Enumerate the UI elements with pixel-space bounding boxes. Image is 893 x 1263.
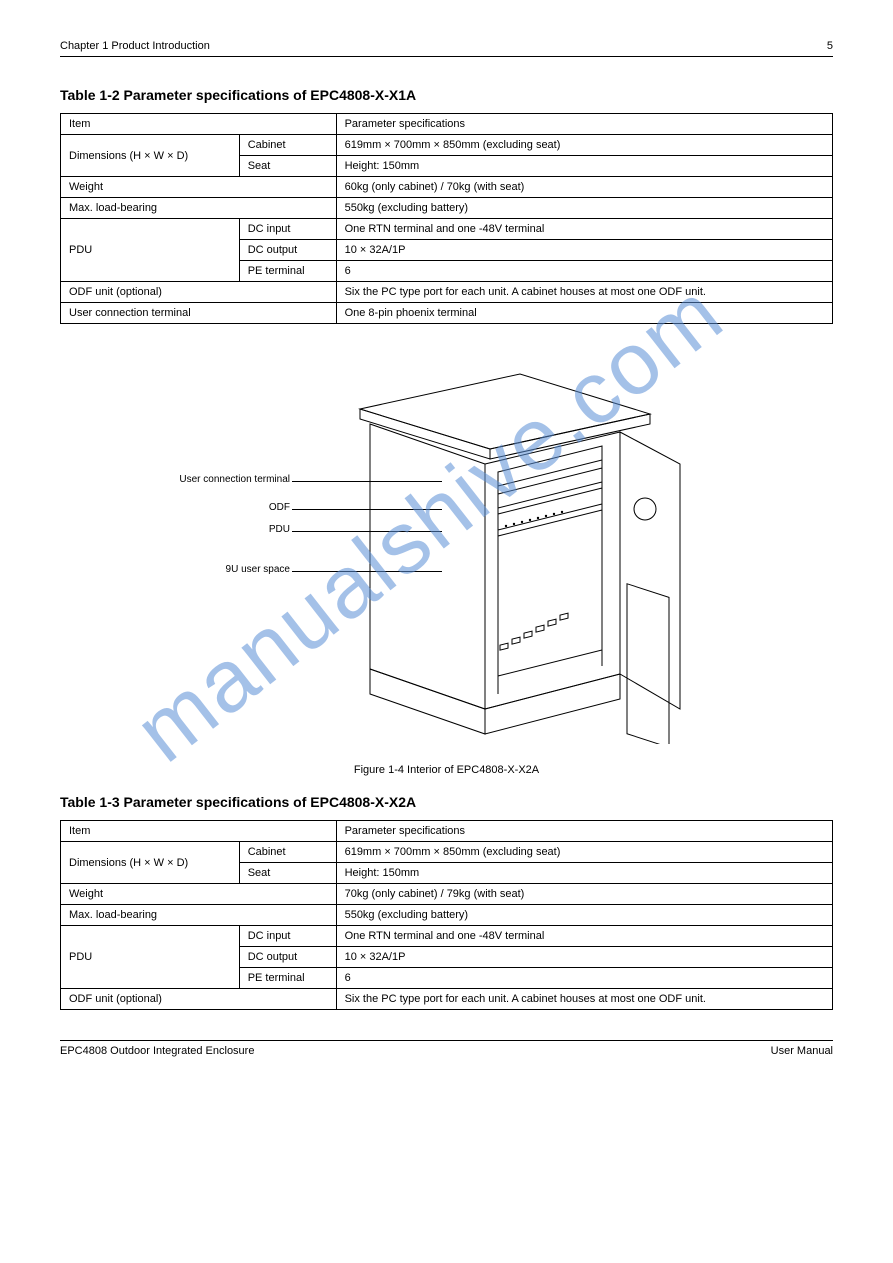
- figure-caption: Figure 1-4 Interior of EPC4808-X-X2A: [60, 764, 833, 776]
- cell: Parameter specifications: [336, 114, 832, 135]
- cell: Dimensions (H × W × D): [61, 842, 240, 884]
- page-footer: EPC4808 Outdoor Integrated Enclosure Use…: [60, 1041, 833, 1057]
- cell: 619mm × 700mm × 850mm (excluding seat): [336, 842, 832, 863]
- cabinet-diagram: [320, 354, 700, 744]
- callout-label: PDU: [140, 524, 290, 535]
- cell: DC input: [239, 219, 336, 240]
- cell: Weight: [61, 884, 337, 905]
- table-row: User connection terminal One 8-pin phoen…: [61, 303, 833, 324]
- figure-cabinet: User connection terminal ODF PDU 9U user…: [60, 354, 833, 754]
- table-row: Max. load-bearing 550kg (excluding batte…: [61, 905, 833, 926]
- table-row: Dimensions (H × W × D) Cabinet 619mm × 7…: [61, 842, 833, 863]
- table-row: Item Parameter specifications: [61, 821, 833, 842]
- cell: Six the PC type port for each unit. A ca…: [336, 989, 832, 1010]
- cell: ODF unit (optional): [61, 282, 337, 303]
- cell: 6: [336, 968, 832, 989]
- cell: PDU: [61, 926, 240, 989]
- table-row: Max. load-bearing 550kg (excluding batte…: [61, 198, 833, 219]
- cell: DC output: [239, 947, 336, 968]
- table-row: ODF unit (optional) Six the PC type port…: [61, 282, 833, 303]
- cell: 550kg (excluding battery): [336, 905, 832, 926]
- page-header: Chapter 1 Product Introduction 5: [60, 40, 833, 56]
- cell: One RTN terminal and one -48V terminal: [336, 219, 832, 240]
- footer-right: User Manual: [771, 1045, 833, 1057]
- header-left: Chapter 1 Product Introduction: [60, 40, 210, 52]
- table-row: Dimensions (H × W × D) Cabinet 619mm × 7…: [61, 135, 833, 156]
- cell: Item: [61, 114, 337, 135]
- spec-table-1: Item Parameter specifications Dimensions…: [60, 113, 833, 324]
- cell: Height: 150mm: [336, 156, 832, 177]
- cell: Max. load-bearing: [61, 198, 337, 219]
- cell: User connection terminal: [61, 303, 337, 324]
- cell: DC input: [239, 926, 336, 947]
- cell: Cabinet: [239, 842, 336, 863]
- cell: 60kg (only cabinet) / 70kg (with seat): [336, 177, 832, 198]
- cell: Parameter specifications: [336, 821, 832, 842]
- table-row: PDU DC input One RTN terminal and one -4…: [61, 926, 833, 947]
- cell: 10 × 32A/1P: [336, 240, 832, 261]
- cell: One 8-pin phoenix terminal: [336, 303, 832, 324]
- cell: DC output: [239, 240, 336, 261]
- cell: PDU: [61, 219, 240, 282]
- table-row: ODF unit (optional) Six the PC type port…: [61, 989, 833, 1010]
- header-right: 5: [827, 40, 833, 52]
- cell: Height: 150mm: [336, 863, 832, 884]
- cell: Seat: [239, 863, 336, 884]
- cell: 10 × 32A/1P: [336, 947, 832, 968]
- cell: Max. load-bearing: [61, 905, 337, 926]
- cell: Item: [61, 821, 337, 842]
- callout-label: 9U user space: [140, 564, 290, 575]
- cell: 6: [336, 261, 832, 282]
- cell: ODF unit (optional): [61, 989, 337, 1010]
- cell: Cabinet: [239, 135, 336, 156]
- cell: PE terminal: [239, 261, 336, 282]
- cell: Seat: [239, 156, 336, 177]
- cell: Dimensions (H × W × D): [61, 135, 240, 177]
- cell: Weight: [61, 177, 337, 198]
- table-row: PDU DC input One RTN terminal and one -4…: [61, 219, 833, 240]
- spec-table-2: Item Parameter specifications Dimensions…: [60, 820, 833, 1010]
- table-row: Weight 70kg (only cabinet) / 79kg (with …: [61, 884, 833, 905]
- cell: 550kg (excluding battery): [336, 198, 832, 219]
- cell: Six the PC type port for each unit. A ca…: [336, 282, 832, 303]
- callout-label: ODF: [140, 502, 290, 513]
- cell: 619mm × 700mm × 850mm (excluding seat): [336, 135, 832, 156]
- table-row: Weight 60kg (only cabinet) / 70kg (with …: [61, 177, 833, 198]
- table-row: Item Parameter specifications: [61, 114, 833, 135]
- header-rule: [60, 56, 833, 57]
- footer-left: EPC4808 Outdoor Integrated Enclosure: [60, 1045, 254, 1057]
- cell: One RTN terminal and one -48V terminal: [336, 926, 832, 947]
- table1-caption: Table 1-2 Parameter specifications of EP…: [60, 87, 833, 103]
- cell: PE terminal: [239, 968, 336, 989]
- callout-label: User connection terminal: [140, 474, 290, 485]
- cell: 70kg (only cabinet) / 79kg (with seat): [336, 884, 832, 905]
- table2-caption: Table 1-3 Parameter specifications of EP…: [60, 794, 833, 810]
